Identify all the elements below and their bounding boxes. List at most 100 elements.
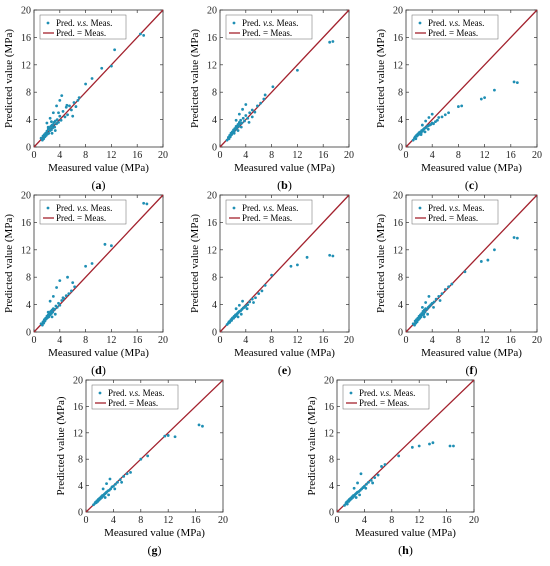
y-tick-label: 4 [329,481,334,492]
x-tick-label: 20 [532,335,542,346]
data-point [47,131,51,135]
data-point [53,312,57,316]
legend-box [225,14,313,40]
y-tick-label: 12 [21,60,31,71]
data-point [440,292,444,296]
data-point [53,129,57,132]
y-tick-label: 8 [212,273,217,284]
subplot-4: 0 4 8 12 16 20 0 4 8 12 16 20 Pred. v.s. Meas.Pred. … [3,191,168,378]
x-axis-label: Measured value (MPa) [234,347,335,359]
data-point [139,457,143,461]
data-point [260,289,264,293]
subplot-caption: (a) [92,178,106,192]
data-point [72,101,76,104]
y-tick-label: 8 [329,455,334,466]
data-point [417,444,421,448]
data-point [55,122,58,126]
data-point [51,310,55,314]
x-tick-label: 16 [318,150,328,161]
legend-box [411,199,499,225]
x-tick-label: 16 [132,150,142,161]
data-point [230,133,234,137]
legend-marker [98,391,102,395]
y-tick-label: 4 [26,115,31,126]
x-tick-label: 4 [430,150,435,161]
data-point [437,116,441,119]
x-tick-label: 20 [218,515,228,526]
data-point [45,129,49,133]
plot-frame [33,194,164,333]
data-point [110,64,113,68]
x-axis-label: Measured value (MPa) [421,162,522,174]
data-point [246,116,250,120]
data-point [42,321,46,325]
x-tick-label: 20 [344,150,354,161]
data-point [57,111,60,115]
y-tick-label: 20 [393,191,403,202]
y-tick-label: 0 [398,328,403,339]
y-tick-label: 16 [21,218,31,229]
data-point [129,471,132,474]
x-tick-label: 20 [532,150,542,161]
data-point [108,477,112,481]
y-axis-label: Predicted value (MPa) [3,29,15,128]
legend-label-line: Pred. = Meas. [56,213,106,223]
x-tick-label: 12 [106,150,116,161]
data-point [328,253,332,257]
data-point [424,119,428,123]
data-point [40,323,44,327]
legend-marker [418,21,422,25]
legend: Pred. v.s. Meas.Pred. = Meas. [39,14,127,40]
x-axis-label: Measured value (MPa) [48,347,149,359]
data-point [84,264,87,268]
data-point [380,465,383,468]
data-point [107,493,111,497]
data-point [356,481,359,485]
x-tick-label: 4 [57,335,62,346]
legend-label-line: Pred. = Meas. [428,28,478,38]
data-point [51,111,55,115]
x-tick-label: 12 [414,515,424,526]
y-tick-label: 12 [207,245,217,256]
data-point [237,112,241,116]
data-point [296,263,299,267]
data-point [493,248,496,252]
y-tick-label: 16 [393,218,403,229]
data-point [352,486,356,490]
x-tick-label: 20 [158,150,168,161]
data-point [493,88,496,92]
data-point [55,118,59,121]
data-point [331,40,335,43]
x-tick-label: 16 [506,150,516,161]
x-axis-label: Measured value (MPa) [421,347,522,359]
data-point [359,472,363,476]
y-tick-label: 0 [398,143,403,154]
data-point [237,125,241,128]
data-point [240,121,244,125]
x-tick-label: 20 [469,515,479,526]
data-point [413,323,416,327]
data-point [60,94,64,98]
legend-marker [232,21,236,25]
x-tick-label: 12 [480,150,490,161]
data-point [74,105,78,108]
legend-label-line: Pred. = Meas. [108,398,158,408]
x-tick-label: 4 [111,515,116,526]
y-tick-label: 4 [212,300,217,311]
data-point [61,296,65,300]
data-point [364,486,368,490]
data-point [109,487,113,491]
legend: Pred. v.s. Meas.Pred. = Meas. [91,384,179,410]
data-point [414,137,418,141]
data-point [254,296,257,300]
legend-label-points: Pred. v.s. Meas. [242,18,298,28]
data-point [118,478,122,482]
y-tick-label: 16 [73,402,83,413]
y-tick-label: 16 [21,33,31,44]
x-tick-label: 12 [163,515,173,526]
y-axis-label: Predicted value (MPa) [189,29,201,128]
data-point [46,310,50,314]
data-point [296,68,299,72]
data-point [259,101,263,105]
data-point [248,300,252,304]
